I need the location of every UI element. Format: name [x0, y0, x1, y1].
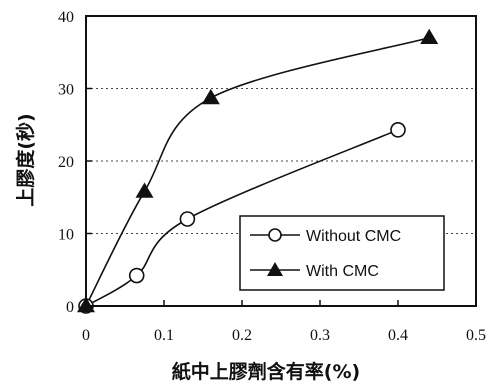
y-tick-label: 40 [58, 9, 74, 26]
y-tick-label: 20 [58, 154, 74, 171]
series-lines [85, 36, 430, 307]
axis-ticks [85, 15, 477, 307]
data-point-with-cmc [420, 28, 439, 45]
tick-labels: 0 10 20 30 40 0 0.1 0.2 0.3 0.4 0.5 [58, 9, 486, 344]
x-tick-label: 0.2 [232, 327, 252, 344]
x-tick-label: 0 [82, 327, 90, 344]
legend-marker-without-cmc [268, 228, 282, 242]
series-line-0 [85, 129, 399, 307]
y-axis-title: 上膠度(秒) [14, 113, 37, 206]
data-point-without-cmc [128, 267, 145, 284]
x-axis-title: 紙中上膠劑含有率(%) [172, 360, 360, 383]
legend-label-with-cmc: With CMC [306, 263, 379, 280]
data-point-with-cmc [201, 88, 220, 105]
legend-label-without-cmc: Without CMC [306, 228, 401, 245]
data-point-without-cmc [390, 122, 406, 138]
x-tick-label: 0.4 [388, 327, 408, 344]
x-tick-label: 0.3 [310, 327, 330, 344]
y-tick-label: 30 [58, 82, 74, 99]
x-tick-label: 0.5 [466, 327, 486, 344]
series-line-1 [85, 36, 430, 307]
data-point-with-cmc [135, 182, 154, 198]
y-tick-label: 0 [66, 299, 74, 316]
x-tick-label: 0.1 [154, 327, 174, 344]
legend: Without CMC With CMC [239, 215, 445, 291]
data-point-without-cmc [179, 211, 196, 227]
y-tick-label: 10 [58, 227, 74, 244]
legend-marker-with-cmc [267, 262, 283, 276]
